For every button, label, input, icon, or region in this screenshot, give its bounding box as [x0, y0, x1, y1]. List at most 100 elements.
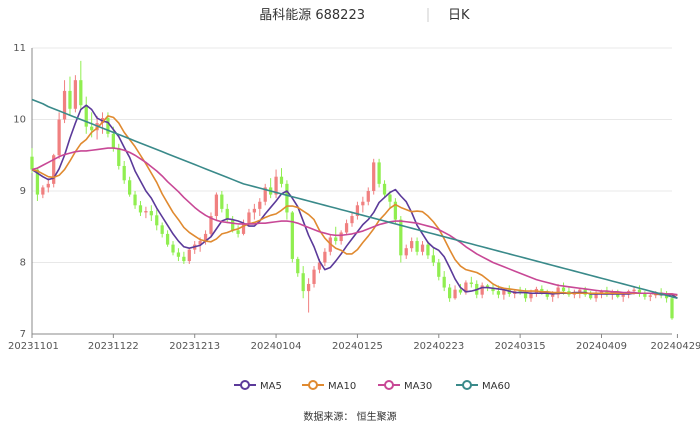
candle-body [317, 262, 322, 270]
candle-body [502, 289, 506, 295]
candle [312, 266, 316, 288]
candle-body [350, 216, 354, 224]
candle-body [128, 180, 132, 195]
x-tick-label: 20240409 [576, 341, 627, 352]
candle-body [334, 237, 338, 242]
candle [279, 168, 284, 188]
candle-body [556, 287, 560, 295]
legend-label: MA10 [328, 381, 356, 392]
candle-body [529, 292, 533, 299]
candle-body [301, 273, 305, 292]
candle [366, 187, 370, 206]
candle [350, 212, 354, 227]
x-tick-label: 20240315 [495, 341, 546, 352]
candle [79, 60, 83, 109]
legend-swatch-marker [308, 380, 318, 390]
candle-body [35, 169, 40, 195]
candle [187, 248, 191, 264]
candle [57, 112, 61, 159]
candle-body [480, 285, 484, 295]
moving-average-lines [31, 98, 678, 300]
candle [420, 241, 425, 256]
candle-body [496, 291, 501, 295]
candle-body [165, 233, 170, 245]
candle [128, 176, 132, 197]
candle-body [453, 289, 457, 299]
x-axis: 20231101 20231122 20231213 20240104 20240125… [8, 48, 700, 352]
candle-body [155, 215, 159, 226]
candle [269, 178, 273, 199]
candle-body [306, 283, 311, 292]
candle [393, 198, 398, 224]
candle [404, 244, 408, 259]
candle [410, 237, 414, 252]
candle-body [393, 201, 398, 220]
candle [637, 285, 642, 297]
candle-body [643, 293, 647, 297]
candle-body [52, 155, 56, 184]
candle [469, 276, 473, 288]
candle-body [209, 216, 213, 234]
candle-body [106, 118, 110, 134]
candle-body [491, 287, 495, 292]
candle [513, 289, 517, 299]
candle [399, 216, 403, 263]
candle-body [594, 293, 598, 299]
x-tick-label: 20240104 [251, 341, 302, 352]
candle [296, 256, 300, 277]
x-tick-label: 20231101 [8, 341, 59, 352]
candle [214, 192, 219, 220]
candle-body [79, 80, 83, 106]
candle [138, 201, 143, 217]
candle-body [485, 285, 490, 288]
candle [144, 206, 148, 219]
candle-body [258, 201, 262, 209]
candle [377, 158, 381, 188]
candle-body [415, 241, 419, 252]
candle [448, 283, 452, 302]
candle-body [312, 269, 316, 284]
candle-body [469, 282, 473, 284]
candle [155, 209, 159, 231]
x-tick-label: 20240125 [332, 341, 383, 352]
candle-body [263, 187, 267, 202]
candle-body [637, 289, 642, 294]
candle-body [90, 126, 94, 131]
candle-body [144, 211, 148, 213]
candle-body [236, 230, 240, 234]
candle-body [187, 249, 191, 262]
legend-label: MA5 [260, 381, 282, 392]
candle [306, 278, 311, 313]
candle [426, 241, 430, 259]
candle-body [388, 194, 392, 202]
candle [339, 230, 343, 245]
candle [323, 248, 327, 267]
candle-body [664, 294, 669, 299]
candle-body [290, 212, 294, 259]
candle [285, 180, 289, 220]
candle-body [431, 255, 435, 263]
candle [415, 237, 419, 256]
candle-body [561, 287, 566, 292]
candle-body [198, 241, 202, 245]
candle [225, 203, 229, 224]
candle [361, 196, 365, 213]
candle-body [62, 90, 67, 120]
candle-body [247, 212, 251, 224]
candle [388, 191, 392, 209]
candle [290, 211, 294, 263]
ma5-line [31, 104, 678, 299]
candle-body [366, 191, 370, 202]
candle-body [458, 289, 463, 293]
y-tick-label: 8 [20, 258, 26, 269]
candle-body [545, 292, 549, 297]
candle [252, 203, 256, 220]
candle-body [274, 176, 278, 195]
ma30-line [31, 147, 678, 296]
candle-body [231, 219, 235, 231]
candle [203, 230, 208, 245]
legend-item-ma60: MA60 [456, 380, 510, 392]
x-tick-label: 20240223 [413, 341, 464, 352]
x-tick-label: 20231122 [88, 341, 139, 352]
